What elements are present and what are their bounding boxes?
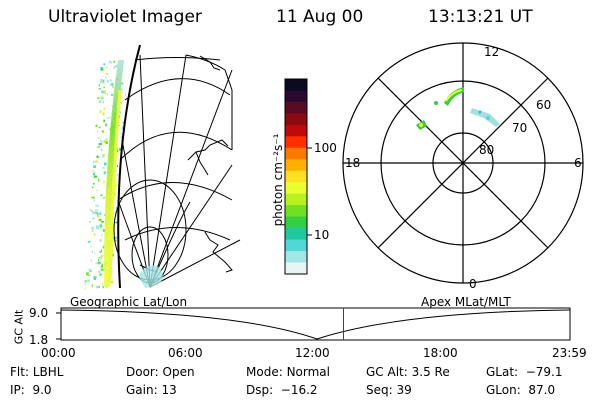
info-filter: Flt: LBHL [10,365,64,379]
timeline-xtick-3: 18:00 [423,346,458,360]
colorbar-segment [285,182,307,195]
timeline-right-title: Apex MLat/MLT [421,295,511,309]
colorbar-segment [285,193,307,206]
info-door: Door: Open [126,365,195,379]
colorbar-segment [285,101,307,114]
colorbar-segment [285,113,307,126]
timeline-xtick-1: 06:00 [168,346,203,360]
info-dsp: Dsp: −16.2 [246,383,318,397]
info-gain: Gain: 13 [126,383,177,397]
info-glon: GLon: 87.0 [486,383,556,397]
mlt-label-0: 0 [469,277,477,291]
info-ip: IP: 9.0 [10,383,52,397]
time-label: 13:13:21 UT [428,7,533,27]
colorbar-segment [285,90,307,103]
colorbar-segment [285,239,307,252]
timeline-xtick-0: 00:00 [41,346,76,360]
mlt-label-12: 12 [484,45,500,59]
colorbar-segment [285,251,307,264]
colorbar-segment [285,262,307,275]
timeline-ytick-1-8: 1.8 [29,333,49,347]
mlat-label-80: 80 [479,143,495,157]
mlat-label-60: 60 [536,98,552,112]
colorbar-segment [285,170,307,183]
colorbar-tick-100: 100 [314,141,337,155]
colorbar-segment [285,159,307,172]
timeline-xtick-2: 12:00 [295,346,330,360]
info-mode: Mode: Normal [246,365,330,379]
date-label: 11 Aug 00 [276,7,364,27]
timeline-ytick-9: 9.0 [29,306,49,320]
colorbar-segment [285,205,307,218]
colorbar-segment [285,136,307,149]
info-glat: GLat: −79.1 [486,365,563,379]
colorbar-segment [285,147,307,160]
colorbar-segment [285,216,307,229]
colorbar-segment [285,228,307,241]
mlat-label-70: 70 [512,121,528,135]
instrument-title: Ultraviolet Imager [48,7,202,27]
polar-aurora-patches [416,87,500,130]
colorbar-segment [285,79,307,91]
timeline-left-title: Geographic Lat/Lon [70,295,188,309]
mlt-label-6: 6 [574,156,582,170]
info-seq: Seq: 39 [366,383,412,397]
info-gc-alt: GC Alt: 3.5 Re [366,365,450,379]
timeline-xtick-4: 23:59 [552,346,587,360]
mlt-label-18: 18 [345,156,361,170]
colorbar-segment [285,124,307,137]
colorbar-tick-10: 10 [314,228,330,242]
